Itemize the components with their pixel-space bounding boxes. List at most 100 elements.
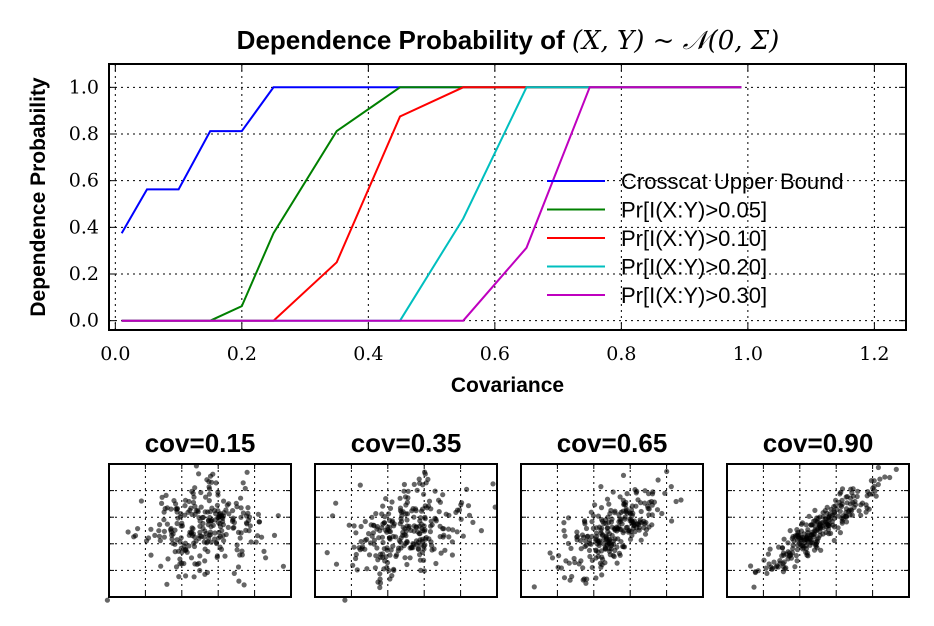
scatter-panel: cov=0.65 [520, 428, 704, 598]
scatter-point [375, 557, 381, 563]
scatter-point [221, 509, 227, 516]
scatter-point [460, 533, 466, 539]
y-tick-label: 1.0 [69, 76, 99, 98]
scatter-point [580, 565, 586, 571]
scatter-point [561, 528, 567, 534]
scatter-point [838, 503, 845, 510]
scatter-point [214, 502, 220, 508]
scatter-point [596, 542, 602, 549]
scatter-point [563, 558, 569, 564]
scatter-point [618, 509, 624, 515]
scatter-point [633, 490, 639, 496]
scatter-point [431, 546, 437, 552]
scatter-point [206, 491, 212, 497]
scatter-point [178, 535, 184, 541]
scatter-point [173, 564, 180, 570]
scatter-point [604, 525, 610, 531]
scatter-point [806, 513, 812, 519]
scatter-point [765, 551, 772, 557]
scatter-point [574, 529, 580, 535]
legend-label: Crosscat Upper Bound [621, 169, 844, 194]
scatter-point [562, 533, 568, 539]
scatter-point [256, 519, 262, 525]
scatter-point [642, 521, 648, 527]
scatter-point [466, 512, 473, 519]
scatter-point [401, 481, 407, 488]
scatter-point [423, 480, 429, 486]
scatter-point [333, 500, 339, 506]
scatter-point [587, 540, 593, 547]
scatter-point [422, 542, 428, 548]
scatter-point [478, 528, 484, 534]
scatter-point [649, 512, 655, 518]
scatter-point [157, 522, 163, 528]
scatter-point [788, 555, 795, 561]
scatter-point [148, 526, 154, 532]
scatter-point [172, 527, 178, 533]
scatter-point [192, 503, 198, 509]
scatter-point [156, 528, 162, 534]
scatter-point [418, 508, 425, 514]
scatter-point [351, 523, 357, 529]
scatter-point [432, 488, 438, 494]
scatter-point [358, 539, 364, 545]
scatter-point [373, 553, 379, 559]
scatter-panel-frame [108, 463, 292, 598]
scatter-point [803, 522, 809, 528]
scatter-point [625, 529, 632, 535]
scatter-point [353, 530, 359, 536]
scatter-point [589, 519, 595, 525]
scatter-point [792, 564, 798, 570]
scatter-point [442, 547, 448, 553]
scatter-point [458, 516, 464, 522]
scatter-point [668, 484, 674, 490]
scatter-point [148, 552, 154, 558]
scatter-point [384, 545, 390, 551]
scatter-point [871, 478, 877, 484]
scatter-point [783, 551, 790, 557]
scatter-point [410, 541, 416, 547]
scatter-point [390, 543, 396, 549]
scatter-point [844, 494, 850, 500]
scatter-point [217, 544, 223, 550]
scatter-point [790, 534, 796, 540]
scatter-point [774, 563, 780, 569]
scatter-point [226, 511, 232, 517]
scatter-point [417, 557, 423, 563]
scatter-point [593, 575, 599, 581]
scatter-point [202, 558, 208, 564]
scatter-point [177, 561, 183, 567]
scatter-point [411, 514, 417, 520]
scatter-point [580, 577, 586, 583]
scatter-point [366, 531, 372, 537]
scatter-point [231, 524, 237, 531]
scatter-point [811, 547, 818, 553]
scatter-point [654, 507, 661, 513]
scatter-point [364, 566, 370, 572]
x-tick-label: 1.2 [859, 343, 889, 365]
scatter-point [449, 539, 455, 545]
scatter-point [629, 518, 635, 524]
scatter-point [201, 539, 207, 545]
scatter-point [826, 515, 832, 521]
scatter-point [768, 564, 774, 570]
scatter-point [209, 505, 215, 511]
scatter-point [353, 555, 359, 562]
scatter-point [369, 533, 375, 539]
scatter-point [609, 516, 615, 522]
scatter-point [794, 547, 801, 553]
y-tick-label: 0.6 [69, 170, 99, 192]
scatter-point [357, 482, 363, 488]
scatter-point [238, 495, 244, 501]
scatter-point [399, 513, 405, 519]
scatter-point [206, 498, 212, 504]
scatter-point [589, 564, 595, 571]
scatter-point [813, 543, 819, 549]
y-tick-label: 0.4 [69, 216, 99, 238]
scatter-point [178, 523, 184, 529]
scatter-point [817, 522, 823, 528]
scatter-point [393, 553, 399, 560]
scatter-point [586, 547, 593, 554]
scatter-point [593, 548, 599, 554]
scatter-point [397, 521, 403, 527]
